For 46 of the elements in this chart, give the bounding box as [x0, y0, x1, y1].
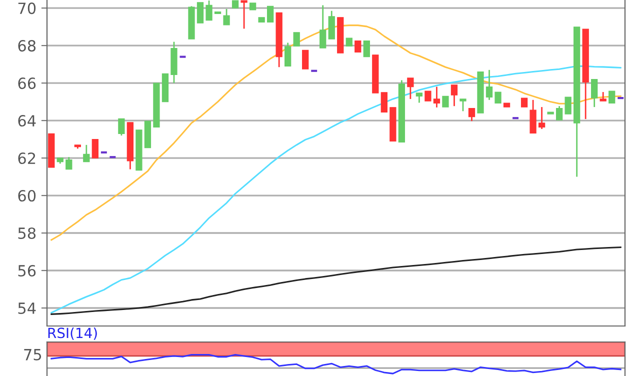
- candlestick: [266, 6, 274, 22]
- candlestick: [424, 90, 432, 102]
- candlestick: [564, 96, 572, 114]
- y-tick-label: 56: [18, 264, 36, 277]
- candlestick: [460, 98, 466, 112]
- candlestick: [380, 92, 388, 113]
- candlestick: [591, 78, 598, 108]
- candlestick: [284, 42, 292, 67]
- candlestick: [494, 92, 502, 104]
- line-series: [50, 65, 622, 314]
- y-tick-label: 58: [18, 227, 36, 240]
- candlestick: [363, 40, 370, 58]
- line-series: [50, 246, 622, 315]
- candlestick: [442, 96, 449, 108]
- candlestick: [293, 32, 300, 46]
- candlestick: [320, 4, 326, 49]
- candlestick: [240, 0, 248, 30]
- candlestick: [416, 92, 423, 104]
- y-tick-label: 54: [18, 302, 36, 314]
- candlestick: [486, 69, 493, 101]
- candlestick: [530, 99, 536, 134]
- candlestick: [556, 105, 563, 121]
- candlestick: [328, 10, 335, 40]
- candlestick: [83, 144, 90, 162]
- y-tick-label: 64: [18, 115, 36, 127]
- candlestick: [302, 50, 309, 70]
- candlestick: [538, 106, 546, 130]
- candlestick: [608, 90, 616, 104]
- candlestick: [450, 84, 458, 107]
- y-tick-label: 60: [18, 190, 36, 202]
- candlestick: [118, 118, 125, 136]
- y-tick-label: 68: [18, 40, 36, 52]
- candlestick: [354, 40, 362, 52]
- candlestick: [196, 2, 204, 24]
- y-tick-label: 62: [18, 152, 36, 164]
- candlestick: [92, 138, 98, 158]
- y-tick-label: 70: [18, 2, 36, 14]
- candlestick: [206, 0, 212, 21]
- candlestick: [407, 77, 414, 100]
- candlestick: [433, 86, 440, 108]
- y-tick-label: 66: [18, 78, 36, 90]
- text: 75: [24, 349, 42, 360]
- chart-title: RSI(14): [48, 327, 97, 340]
- candlestick: [223, 8, 230, 26]
- candlestick: [66, 156, 72, 170]
- candlestick: [468, 108, 476, 122]
